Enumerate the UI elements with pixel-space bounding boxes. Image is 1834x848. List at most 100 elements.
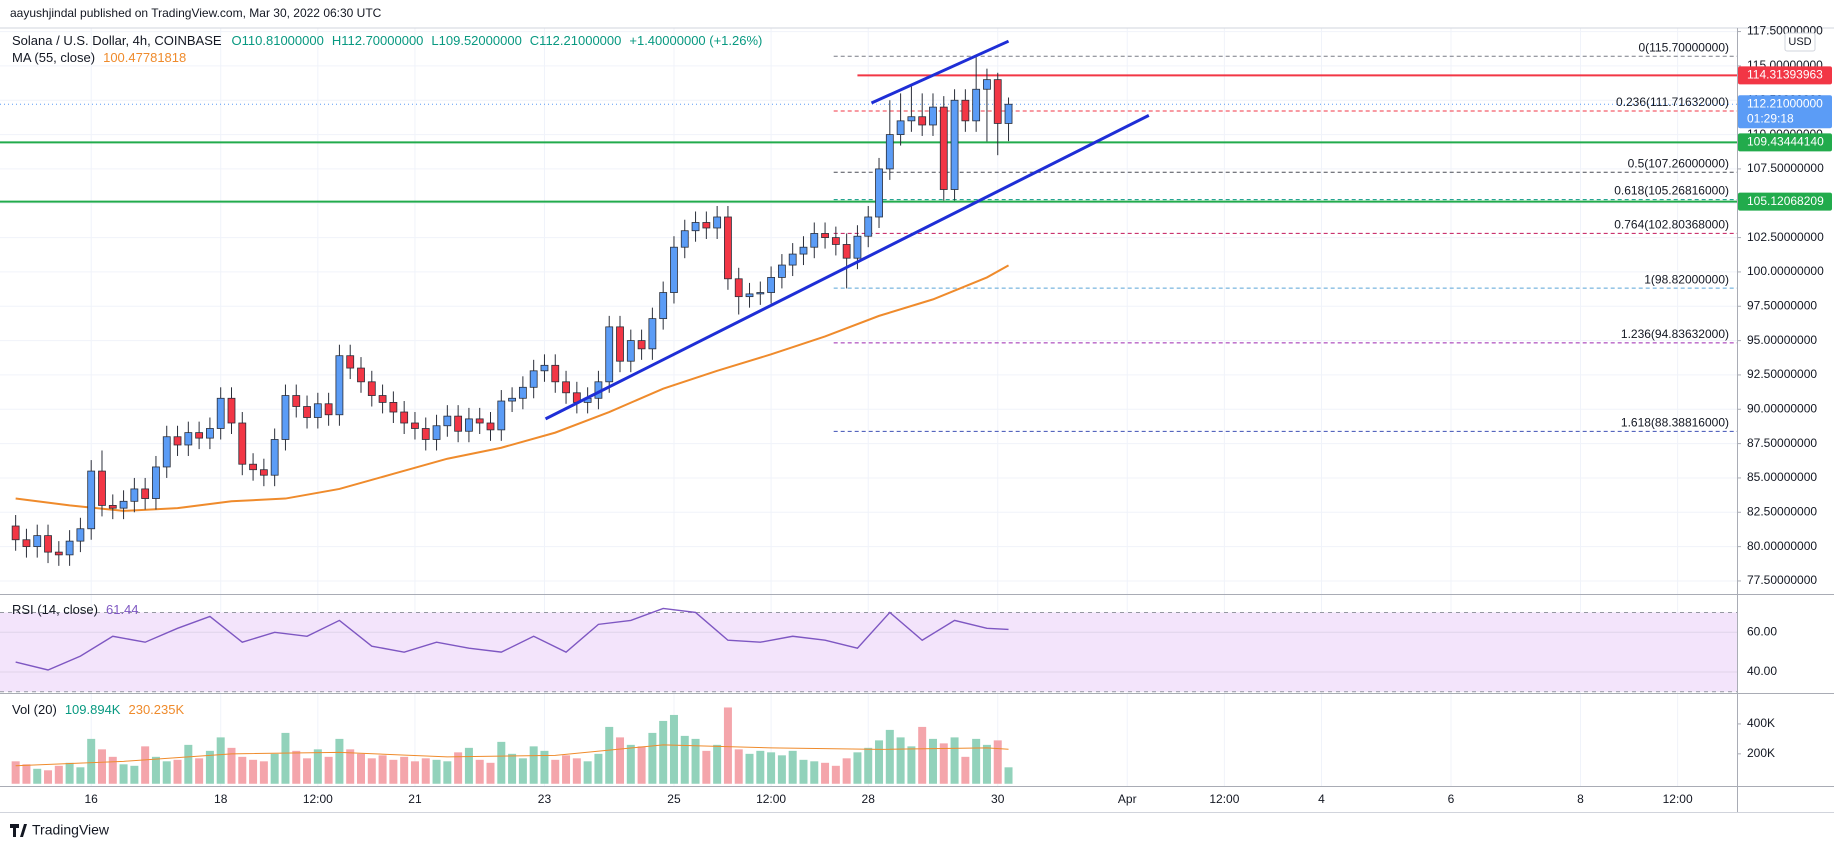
volume-bar [777,755,786,784]
volume-bar [1004,767,1013,784]
volume-bar [928,738,937,784]
x-tick-label: 12:00 [1663,792,1693,806]
countdown: 01:29:18 [1747,111,1794,125]
x-tick-label: 28 [862,792,876,806]
level-label: 105.12068209 [1747,194,1824,208]
candle-body [421,428,430,440]
level-label: 109.43444140 [1747,135,1824,149]
candle-body [238,422,247,465]
candle-body [195,432,204,439]
x-tick-label: 18 [214,792,228,806]
volume-bar [162,761,171,784]
candle-body [734,278,743,298]
candle-body [885,134,894,170]
volume-bar [173,759,182,784]
volume-bar [939,743,948,784]
candle-body [562,381,570,394]
volume-bar [130,765,139,784]
x-tick-label: 21 [408,792,422,806]
volume-bar [389,759,398,784]
x-tick-label: 25 [667,792,681,806]
candle-body [281,395,290,440]
volume-bar [432,759,441,784]
x-tick-label: 6 [1448,792,1455,806]
candle-body [756,292,765,295]
volume-bar [551,759,560,784]
y-tick-label: 200K [1747,746,1775,760]
ohlc-close: C112.21000000 [530,33,622,48]
volume-bar [22,764,31,784]
volume-bar [961,756,970,784]
volume-bar [346,749,355,784]
volume-bar [788,750,797,784]
volume-bar [464,747,473,784]
ohlc-open: O110.81000000 [232,33,324,48]
rsi-legend: RSI (14, close) 61.44 [12,602,139,617]
volume-bar [982,744,991,784]
candle-body [810,233,819,248]
volume-bar [259,761,268,784]
candle-body [76,528,85,542]
candle-body [918,116,927,126]
x-tick-label: 8 [1577,792,1584,806]
candle-body [508,397,516,402]
volume-bar [993,740,1002,784]
volume-bar [950,737,959,784]
x-tick-label: 12:00 [756,792,786,806]
candle-body [518,386,527,399]
volume-bar [842,758,851,784]
candle-body [400,411,409,424]
candle-body [540,364,549,372]
x-tick-label: 16 [85,792,99,806]
volume-bar [335,738,344,784]
publisher-note: aayushjindal published on TradingView.co… [10,6,382,20]
fib-label: 0.764(102.80368000) [1614,218,1729,232]
candle-body [22,539,31,548]
volume-bar [821,762,830,784]
volume-value: 109.894K [65,702,121,717]
candle-body [152,466,160,499]
volume-bar [529,746,538,784]
volume-bar [756,750,765,784]
candle-body [108,505,117,509]
rsi-line [15,607,1009,671]
volume-bar [151,756,160,784]
candle-body [249,463,257,471]
volume-bar [745,753,754,784]
y-tick-label: 85.00000000 [1747,470,1817,484]
candle-body [475,418,484,424]
y-tick-label: 77.50000000 [1747,573,1817,587]
volume-legend: Vol (20) 109.894K 230.235K [12,702,184,717]
candle-body [270,439,279,476]
candle-body [788,253,797,266]
fib-label: 1(98.82000000) [1644,272,1729,286]
y-tick-label: 97.50000000 [1747,298,1817,312]
axes: 16 18 12:00 21 23 25 12:00 28 30 Apr 12:00 4 6 8 12:00… [85,24,1832,806]
volume-bar [313,749,322,784]
volume-bar [356,753,365,784]
candle-body [130,488,139,502]
ohlc-low: L109.52000000 [431,33,521,48]
volume-bar [583,761,592,784]
fib-label: 0.5(107.26000000) [1628,156,1729,170]
volume-name: Vol (20) [12,702,57,717]
volume-bar [443,761,452,784]
candle-body [33,535,42,548]
fib-label: 0(115.70000000) [1638,40,1729,54]
candle-body [691,222,700,232]
volume-bar [87,738,96,784]
ma-legend: MA (55, close) 100.47781818 [12,50,186,65]
volume-bar [626,744,635,784]
volume-bar [831,765,840,784]
brand: TradingView [32,822,110,838]
currency-box[interactable] [1784,32,1816,52]
y-tick-label: 87.50000000 [1747,436,1817,450]
trend-line [870,39,1010,105]
candle-body [637,340,646,350]
rsi-name: RSI (14, close) [12,602,98,617]
x-tick-label: 30 [991,792,1005,806]
candle-body [98,470,106,506]
candle-body [454,415,463,432]
y-tick-label: 92.50000000 [1747,367,1817,381]
